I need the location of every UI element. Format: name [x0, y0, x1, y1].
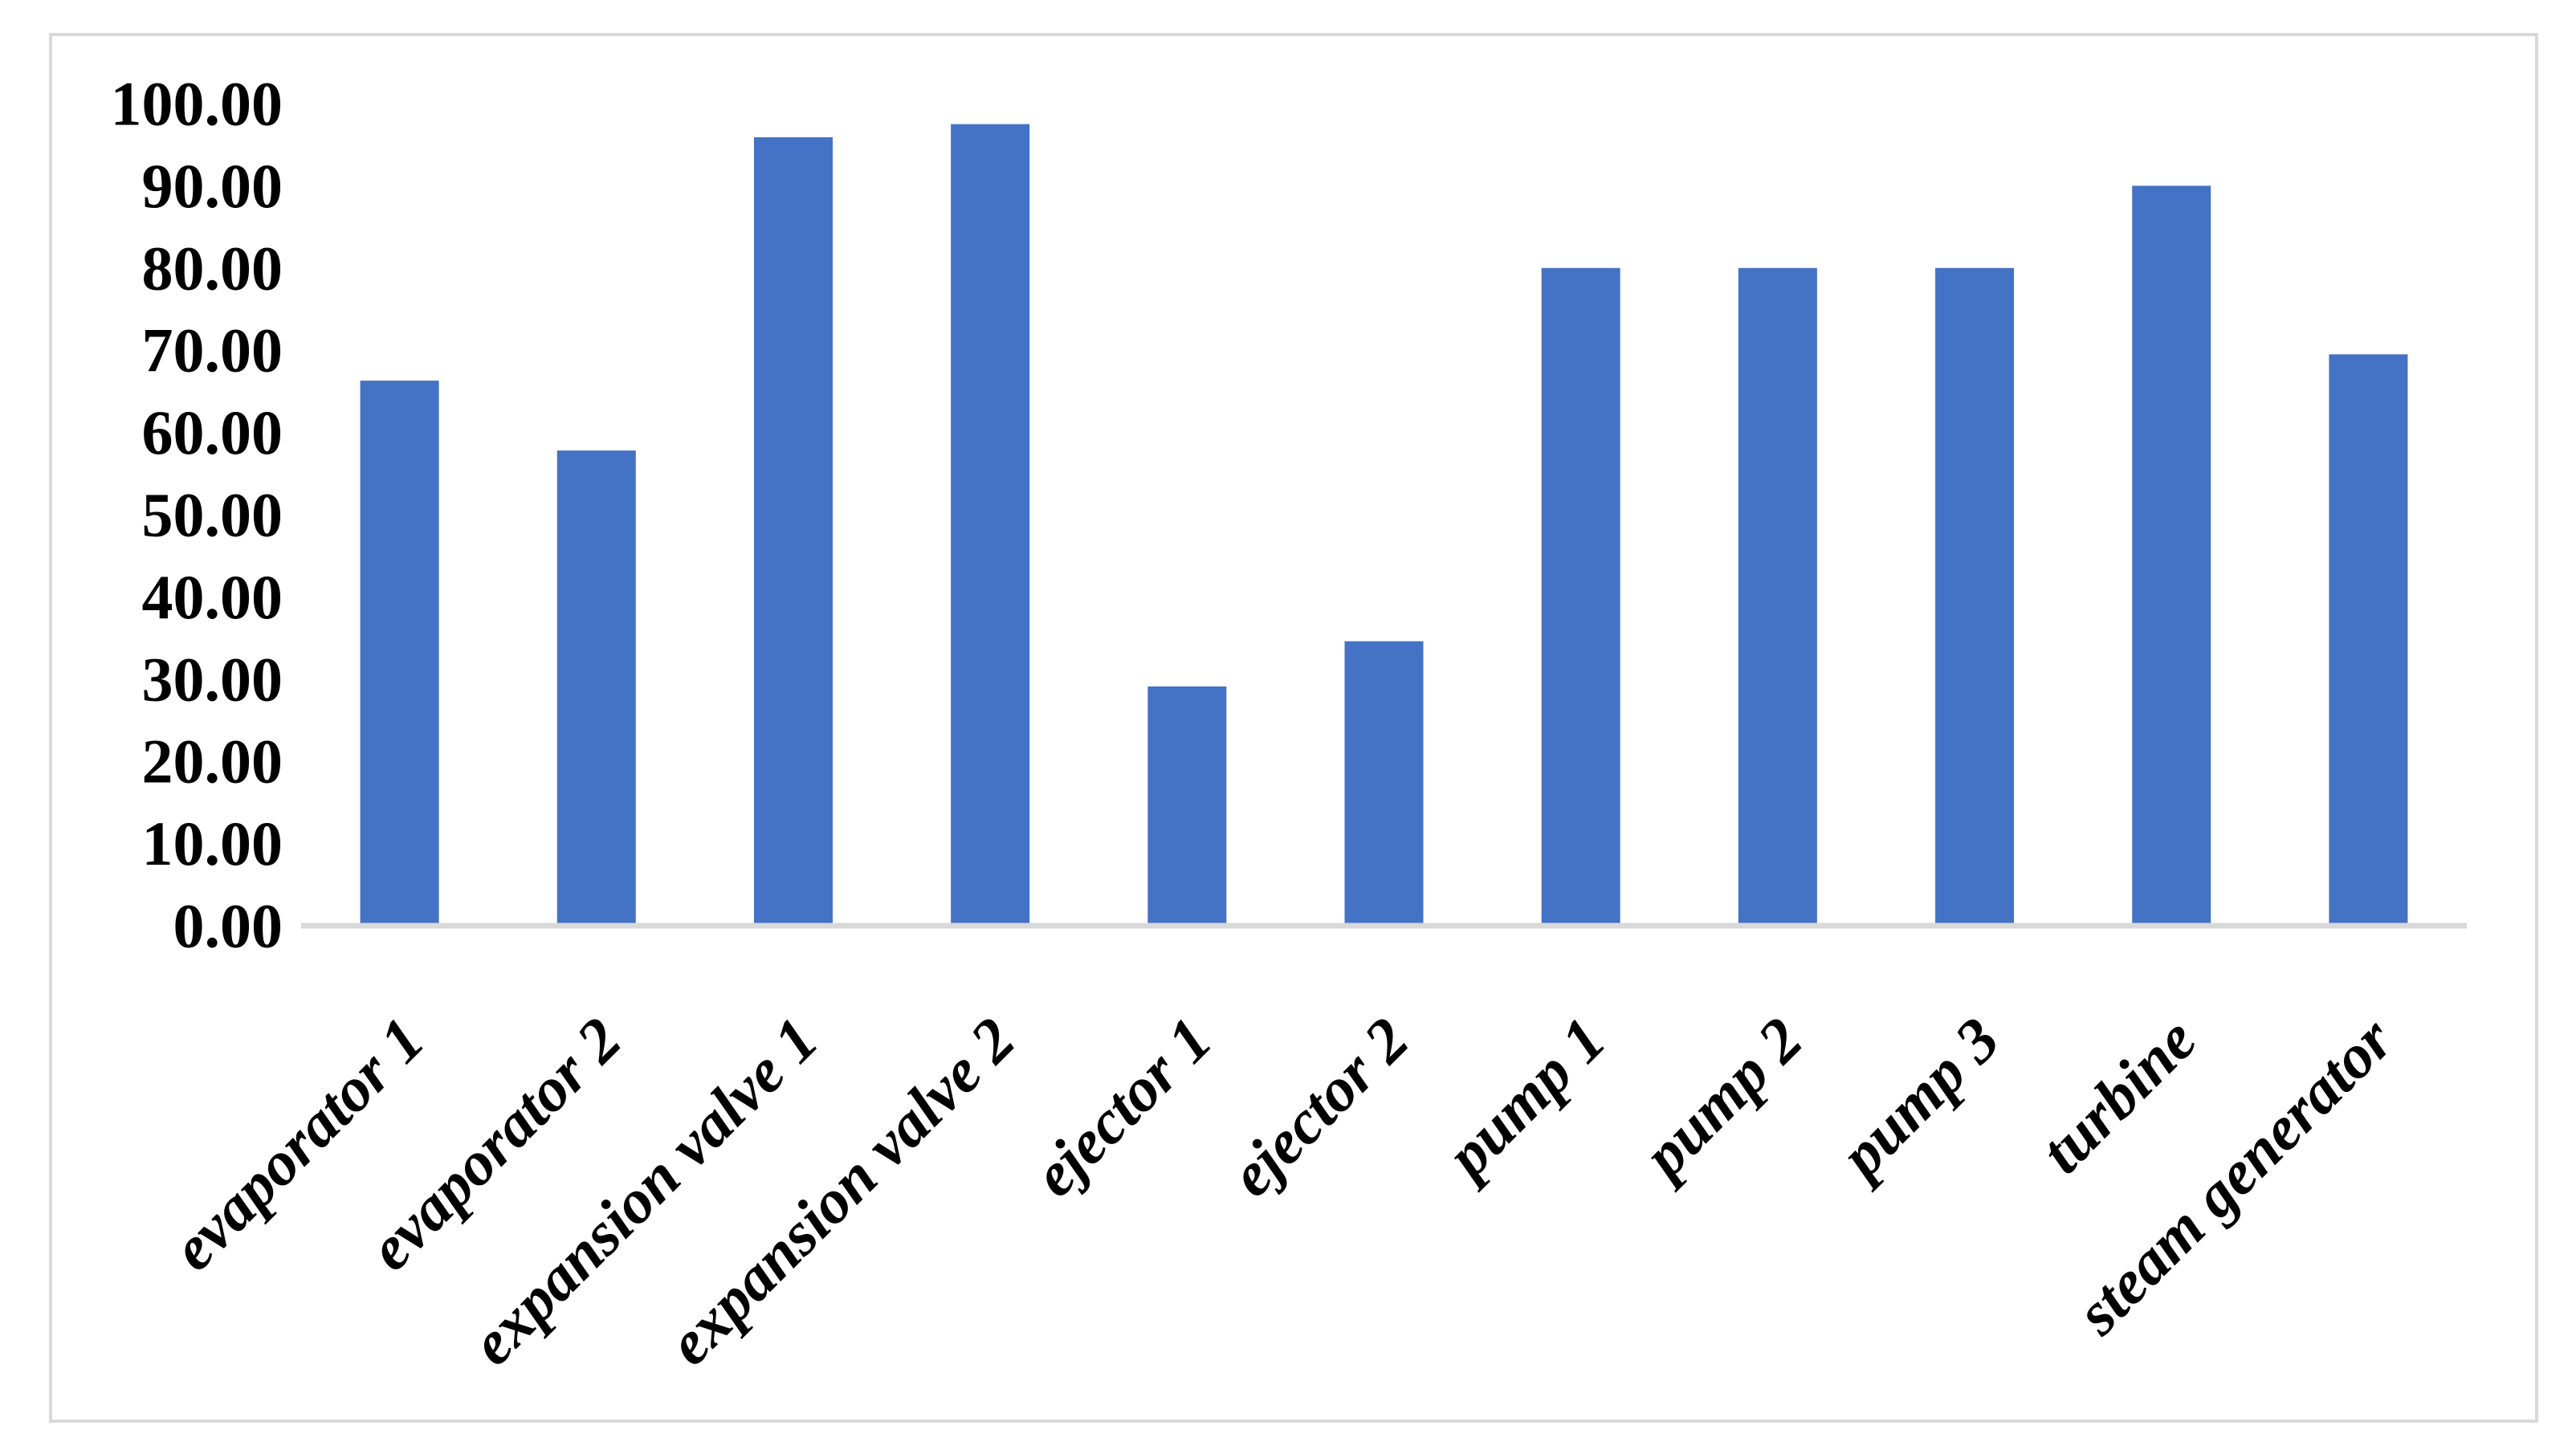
- figure-border: [49, 33, 2538, 1423]
- bar-pump-2: [1738, 267, 1817, 926]
- bar-steam-generator: [2329, 354, 2408, 926]
- y-axis-tick-label: 70.00: [142, 316, 283, 385]
- bar-pump-3: [1935, 267, 2015, 926]
- bar-expansion-valve-1: [753, 136, 833, 926]
- bar-pump-1: [1541, 267, 1620, 926]
- bar-expansion-valve-2: [951, 124, 1030, 927]
- y-axis-tick-label: 50.00: [142, 480, 283, 550]
- y-axis-tick-label: 90.00: [142, 151, 283, 221]
- y-axis-tick-label: 60.00: [142, 397, 283, 467]
- bar-evaporator-1: [360, 381, 439, 926]
- y-axis-tick-label: 30.00: [142, 644, 283, 714]
- bar-evaporator-2: [556, 450, 636, 926]
- bar-ejector-2: [1344, 641, 1424, 926]
- y-axis-tick-label: 10.00: [142, 809, 283, 878]
- y-axis-tick-label: 100.00: [111, 69, 283, 139]
- y-axis-tick-label: 0.00: [173, 891, 283, 961]
- y-axis-tick-label: 20.00: [142, 727, 283, 796]
- bar-turbine: [2132, 185, 2211, 926]
- y-axis-tick-label: 80.00: [142, 233, 283, 303]
- y-axis-tick-label: 40.00: [142, 562, 283, 632]
- bar-ejector-1: [1147, 686, 1227, 926]
